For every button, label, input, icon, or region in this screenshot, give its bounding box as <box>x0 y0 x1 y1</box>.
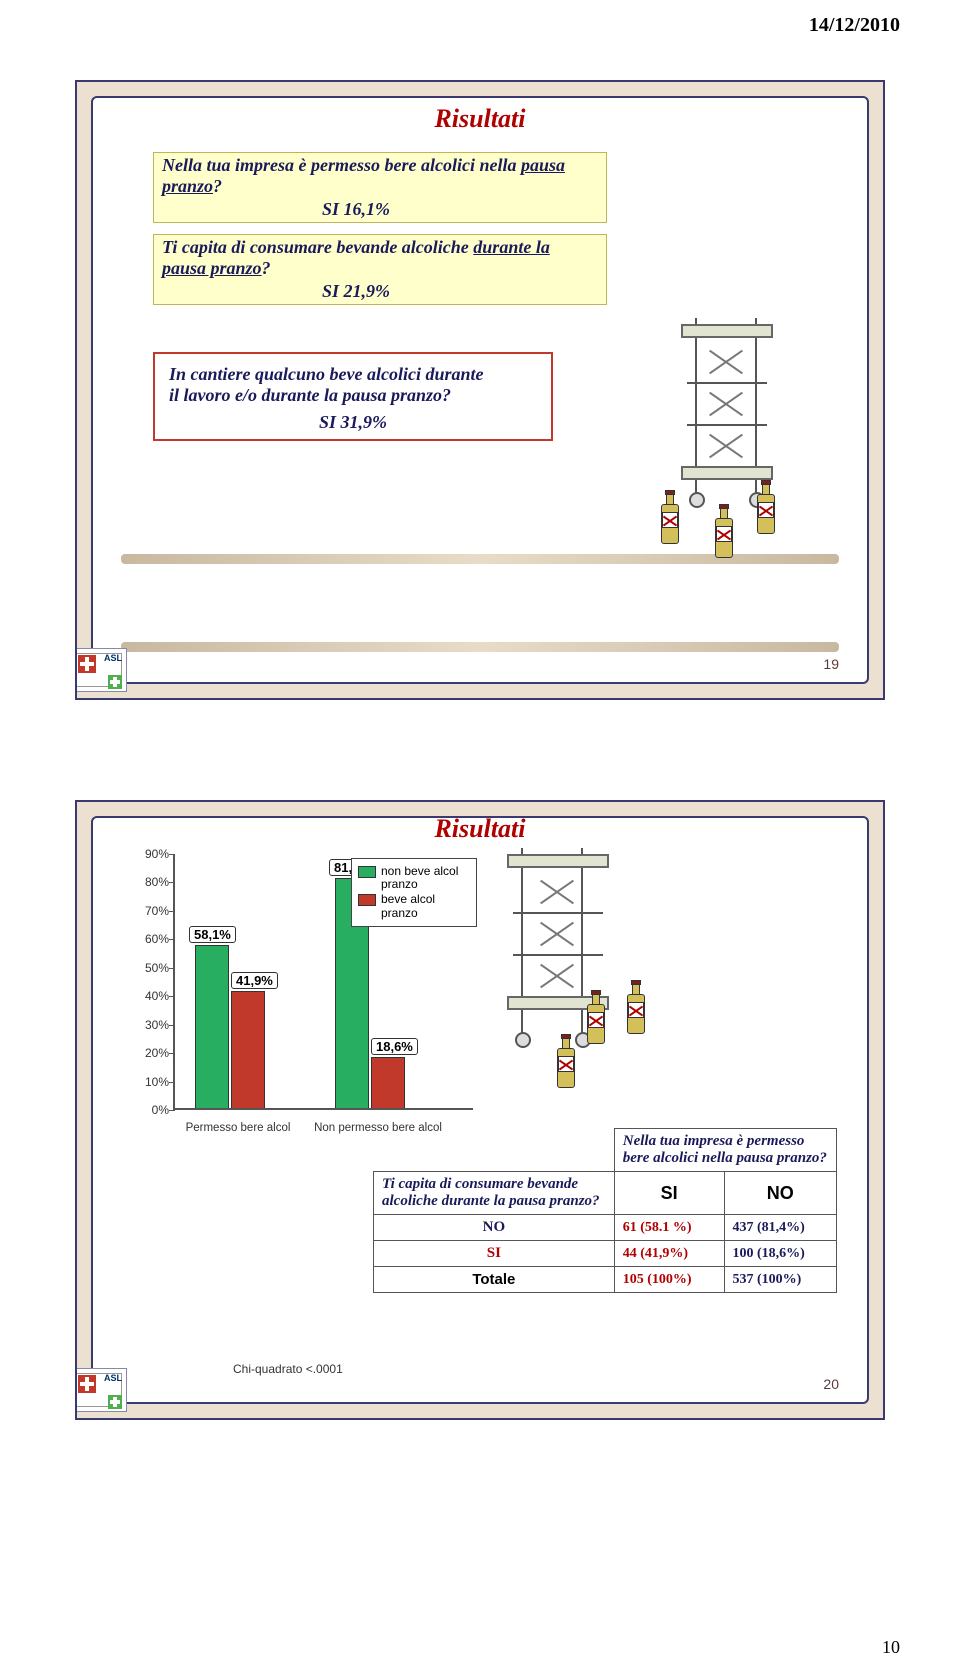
question-box-1: Nella tua impresa è permesso bere alcoli… <box>153 152 607 223</box>
data-table-wrap: Nella tua impresa è permesso bere alcoli… <box>373 1128 837 1293</box>
header-date: 14/12/2010 <box>809 14 900 37</box>
slide-2-inner: Risultati 58,1%41,9%81,4%18,6% Permesso … <box>91 816 869 1404</box>
chart-ytick: 20% <box>133 1046 169 1060</box>
table-cell: 105 (100%) <box>614 1267 724 1293</box>
scaffold-icon <box>667 318 787 538</box>
q1-text: Nella tua impresa è permesso bere alcoli… <box>162 155 521 175</box>
table-cell: 44 (41,9%) <box>614 1241 724 1267</box>
chart-ytick: 90% <box>133 847 169 861</box>
table-header-no: NO <box>724 1172 837 1215</box>
slide-1: Risultati Nella tua impresa è permesso b… <box>75 80 885 700</box>
chart-ytick: 40% <box>133 989 169 1003</box>
bottle-icon <box>583 990 609 1044</box>
q3-answer: SI 31,9% <box>169 412 537 433</box>
bottle-icon <box>753 480 779 534</box>
chart-xlabel-1: Permesso bere alcol <box>173 1122 303 1134</box>
table-row-total: Totale <box>374 1267 615 1293</box>
table-cell: 100 (18,6%) <box>724 1241 837 1267</box>
bar-chart: 58,1%41,9%81,4%18,6% Permesso bere alcol… <box>133 854 473 1134</box>
table-cell: 61 (58.1 %) <box>614 1215 724 1241</box>
chart-bar <box>371 1057 405 1110</box>
chart-value-label: 18,6% <box>371 1038 418 1055</box>
slide-1-inner: Risultati Nella tua impresa è permesso b… <box>91 96 869 684</box>
chart-ytick: 0% <box>133 1103 169 1117</box>
q3-line1: In cantiere qualcuno beve alcolici duran… <box>169 364 537 385</box>
chart-ytick: 50% <box>133 961 169 975</box>
page: 14/12/2010 10 Risultati Nella tua impres… <box>0 0 960 1672</box>
chart-value-label: 41,9% <box>231 972 278 989</box>
legend-swatch-green <box>358 866 376 878</box>
slide-1-title: Risultati <box>93 104 867 134</box>
chart-bar <box>231 991 265 1110</box>
bottle-icon <box>711 504 737 558</box>
legend-red-label: beve alcol pranzo <box>381 893 470 919</box>
q2-answer: SI 21,9% <box>162 281 598 302</box>
legend-swatch-red <box>358 894 376 906</box>
chart-ytick: 30% <box>133 1018 169 1032</box>
chart-x-axis <box>173 1108 473 1110</box>
bottle-icon <box>553 1034 579 1088</box>
chart-ytick: 10% <box>133 1075 169 1089</box>
page-number: 10 <box>882 1637 900 1658</box>
slide-2: Risultati 58,1%41,9%81,4%18,6% Permesso … <box>75 800 885 1420</box>
chart-ytick: 70% <box>133 904 169 918</box>
chart-ytick: 60% <box>133 932 169 946</box>
chi-square-note: Chi-quadrato <.0001 <box>233 1362 343 1376</box>
bottle-icon <box>657 490 683 544</box>
chart-legend: non beve alcol pranzo beve alcol pranzo <box>351 858 477 927</box>
table-row-si: SI <box>374 1241 615 1267</box>
q2-text: Ti capita di consumare bevande alcoliche <box>162 237 473 257</box>
slide-1-number: 19 <box>823 656 839 672</box>
table-col-question: Nella tua impresa è permesso bere alcoli… <box>614 1129 836 1172</box>
data-table: Nella tua impresa è permesso bere alcoli… <box>373 1128 837 1293</box>
chart-value-label: 58,1% <box>189 926 236 943</box>
slide-2-number: 20 <box>823 1376 839 1392</box>
question-box-3: In cantiere qualcuno beve alcolici duran… <box>153 352 553 441</box>
chart-bar <box>195 945 229 1110</box>
table-row-question: Ti capita di consumare bevande alcoliche… <box>374 1172 615 1215</box>
q2-punct: ? <box>262 258 271 278</box>
table-row-no: NO <box>374 1215 615 1241</box>
asl-logo-icon: ASL <box>75 1368 127 1412</box>
scaffold-icon <box>493 848 623 1078</box>
q1-answer: SI 16,1% <box>162 199 598 220</box>
table-cell: 537 (100%) <box>724 1267 837 1293</box>
slide-2-title: Risultati <box>93 814 867 844</box>
asl-logo-icon: ASL <box>75 648 127 692</box>
question-box-2: Ti capita di consumare bevande alcoliche… <box>153 234 607 305</box>
table-cell: 437 (81,4%) <box>724 1215 837 1241</box>
table-header-si: SI <box>614 1172 724 1215</box>
legend-green-label: non beve alcol pranzo <box>381 865 470 891</box>
chart-ytick: 80% <box>133 875 169 889</box>
bottle-icon <box>623 980 649 1034</box>
decor-bar-2 <box>121 642 839 652</box>
q3-line2: il lavoro e/o durante la pausa pranzo? <box>169 385 537 406</box>
q1-punct: ? <box>213 176 222 196</box>
